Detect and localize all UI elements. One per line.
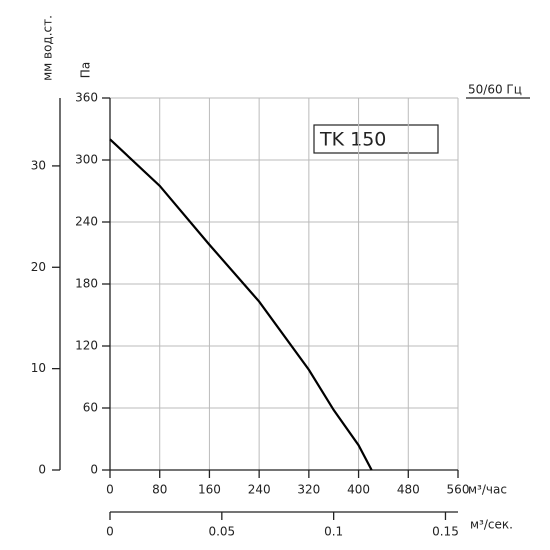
y-tick-label: 60 (83, 401, 98, 415)
x2-axis-label: м³/сек. (470, 518, 513, 532)
x-axis-label: м³/час (468, 483, 507, 497)
x-tick-label: 560 (447, 483, 470, 497)
y-tick-label: 360 (75, 91, 98, 105)
x-tick-label: 320 (297, 483, 320, 497)
y-tick-label: 120 (75, 339, 98, 353)
title-box (313, 124, 439, 154)
y-axis-label: Па (79, 62, 93, 78)
x2-tick-label: 0.1 (324, 525, 343, 539)
y-tick-label: 180 (75, 277, 98, 291)
x2-tick-label: 0.15 (432, 525, 459, 539)
x-tick-label: 400 (347, 483, 370, 497)
curve (109, 138, 373, 471)
y2-tick-label: 20 (31, 260, 46, 274)
x-tick-label: 0 (106, 483, 114, 497)
chart-title: TK 150 (319, 129, 386, 151)
frequency-label: 50/60 Гц (468, 83, 522, 97)
y-tick-label: 240 (75, 215, 98, 229)
y-tick-label: 0 (90, 463, 98, 477)
y2-tick-label: 0 (38, 463, 46, 477)
y2-tick-label: 30 (31, 158, 46, 172)
x-tick-label: 80 (152, 483, 167, 497)
x-tick-label: 480 (397, 483, 420, 497)
x-tick-label: 160 (198, 483, 221, 497)
x-tick-label: 240 (248, 483, 271, 497)
x2-tick-label: 0 (106, 525, 114, 539)
y-tick-label: 300 (75, 153, 98, 167)
x2-tick-label: 0.05 (208, 525, 235, 539)
y2-tick-label: 10 (31, 361, 46, 375)
y2-axis-label: мм вод.ст. (41, 15, 55, 81)
